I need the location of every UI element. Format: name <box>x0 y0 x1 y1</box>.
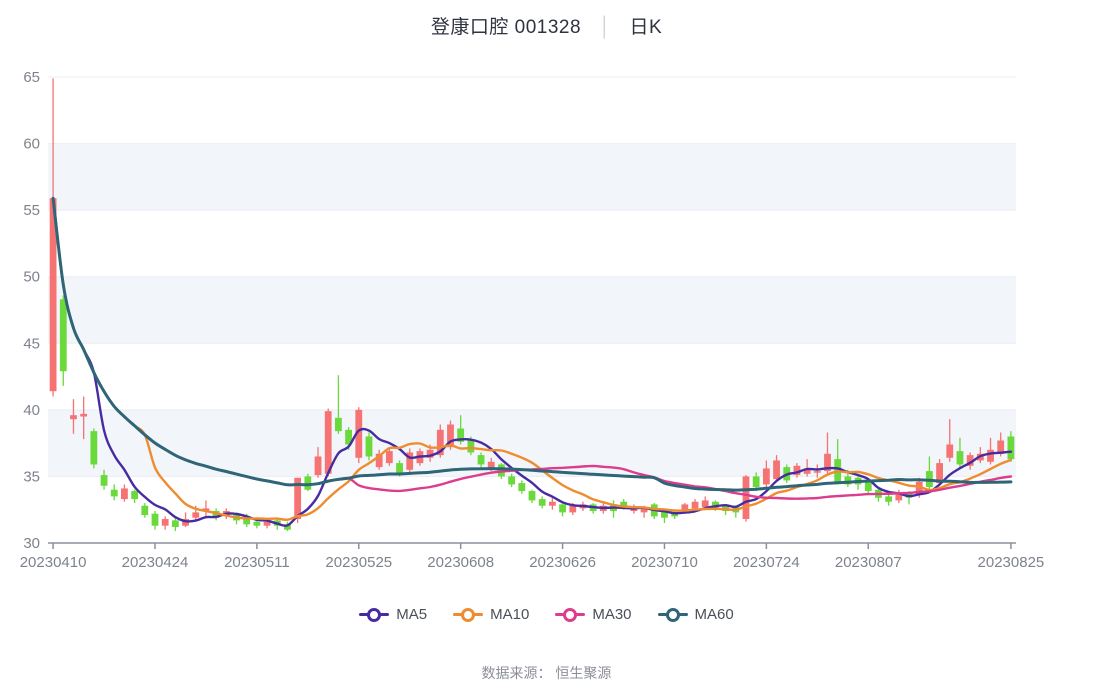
svg-text:20230626: 20230626 <box>529 554 596 571</box>
svg-text:20230724: 20230724 <box>733 554 800 571</box>
legend-label-ma60: MA60 <box>694 606 734 623</box>
legend-item-ma60[interactable]: MA60 <box>657 606 734 623</box>
ma10-marker-icon <box>453 607 484 622</box>
title-separator: │ <box>599 17 612 38</box>
legend-item-ma10[interactable]: MA10 <box>453 606 529 623</box>
legend-label-ma5: MA5 <box>396 606 428 623</box>
x-axis: 20230410 20230424 20230511 20230525 20230608… <box>20 542 1045 571</box>
svg-text:20230511: 20230511 <box>224 554 290 571</box>
period-label: 日K <box>629 17 663 38</box>
svg-text:30: 30 <box>23 535 40 552</box>
ma60-marker-icon <box>657 607 688 622</box>
y-axis-labels: 30 35 40 45 50 55 60 65 <box>23 69 40 552</box>
legend-label-ma10: MA10 <box>490 606 530 623</box>
ma-legend: MA5 MA10 MA30 MA60 <box>0 606 1093 623</box>
ma60-line <box>51 196 1013 492</box>
grid-bands <box>48 143 1016 477</box>
ma5-marker-icon <box>359 607 390 622</box>
data-source: 数据来源： 恒生聚源 <box>481 665 612 681</box>
svg-text:20230525: 20230525 <box>325 554 392 571</box>
svg-text:50: 50 <box>23 269 40 286</box>
gridlines <box>48 76 1016 477</box>
svg-text:35: 35 <box>23 468 40 485</box>
legend-item-ma5[interactable]: MA5 <box>359 606 427 623</box>
svg-text:20230424: 20230424 <box>122 554 189 571</box>
svg-text:45: 45 <box>23 335 40 352</box>
legend-label-ma30: MA30 <box>592 606 632 623</box>
chart-title: 登康口腔 001328 │ 日K <box>0 12 1093 39</box>
ma30-marker-icon <box>555 607 586 622</box>
legend-item-ma30[interactable]: MA30 <box>555 606 632 623</box>
svg-text:20230710: 20230710 <box>631 554 698 571</box>
svg-text:55: 55 <box>23 202 40 219</box>
ma10-line <box>51 197 1013 521</box>
svg-text:20230807: 20230807 <box>835 554 902 571</box>
svg-text:60: 60 <box>23 136 40 153</box>
svg-text:20230410: 20230410 <box>20 554 87 571</box>
svg-text:40: 40 <box>23 402 40 419</box>
svg-text:20230608: 20230608 <box>427 554 494 571</box>
svg-text:65: 65 <box>23 69 40 86</box>
svg-text:20230825: 20230825 <box>978 554 1045 571</box>
stock-title: 登康口腔 001328 <box>430 17 582 38</box>
